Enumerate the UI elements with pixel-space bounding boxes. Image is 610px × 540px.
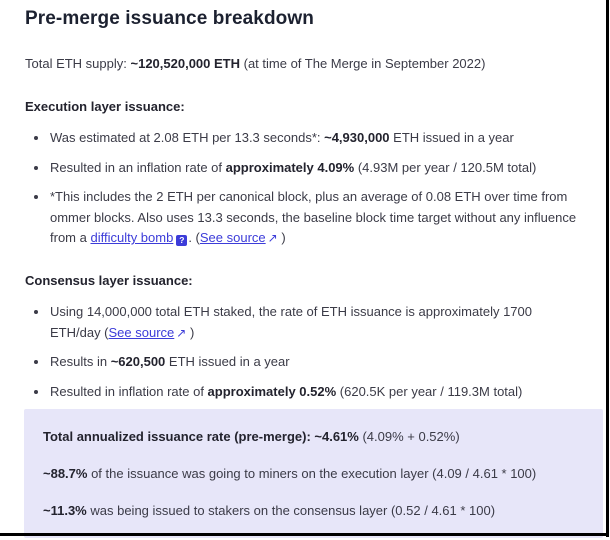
bullet-text: (4.93M per year / 120.5M total) — [354, 159, 537, 175]
supply-value: ~120,520,000 ETH — [130, 56, 241, 71]
bullet-text: *This includes the 2 ETH per canonical b… — [50, 189, 577, 245]
external-link-icon: ↗ — [267, 231, 278, 245]
heading-consensus-layer: Consensus layer issuance: — [25, 272, 193, 288]
screenshot-right-border — [606, 0, 609, 537]
bullet-text: ETH issued in a year — [165, 354, 290, 369]
bullet-text: ) — [186, 324, 195, 340]
glossary-tooltip-icon[interactable]: ? — [176, 234, 188, 246]
bullet-text: Results in — [50, 354, 111, 369]
execution-bullet-3: *This includes the 2 ETH per canonical b… — [49, 187, 585, 249]
summary-line-miners-share: ~88.7% of the issuance was going to mine… — [43, 464, 584, 484]
difficulty-bomb-link[interactable]: difficulty bomb — [90, 230, 174, 245]
summary-bold-value: ~11.3% — [43, 503, 87, 518]
summary-line-total-rate: Total annualized issuance rate (pre-merg… — [43, 427, 584, 447]
see-source-link[interactable]: See source — [199, 230, 266, 245]
bullet-text: Resulted in an inflation rate of — [50, 159, 226, 175]
total-supply-line: Total ETH supply: ~120,520,000 ETH (at t… — [25, 54, 585, 75]
supply-suffix: (at time of The Merge in September 2022) — [240, 56, 486, 71]
consensus-bullet-list: Using 14,000,000 total ETH staked, the r… — [25, 302, 585, 402]
page-title: Pre-merge issuance breakdown — [25, 8, 314, 29]
supply-text: Total ETH supply: — [25, 56, 131, 71]
bullet-text: . ( — [188, 230, 200, 245]
consensus-bullet-2: Results in ~620,500 ETH issued in a year — [49, 352, 585, 373]
consensus-bullet-1: Using 14,000,000 total ETH staked, the r… — [49, 302, 585, 343]
summary-bold-value: Total annualized issuance rate (pre-merg… — [43, 429, 359, 444]
bullet-text: Resulted in inflation rate of — [50, 383, 208, 399]
bullet-text: (620.5K per year / 119.3M total) — [336, 383, 523, 399]
summary-bold-value: ~88.7% — [43, 466, 88, 481]
bullet-text: ) — [277, 230, 286, 245]
screenshot-bottom-border — [0, 533, 609, 536]
consensus-bullet-3: Resulted in inflation rate of approximat… — [49, 382, 585, 403]
bullet-text: Using 14,000,000 total ETH staked, the r… — [50, 304, 532, 340]
bullet-bold-value: approximately 0.52% — [207, 383, 337, 399]
summary-text: was being issued to stakers on the conse… — [86, 503, 496, 518]
external-link-icon: ↗ — [176, 325, 187, 340]
bullet-bold-value: ~4,930,000 — [324, 130, 390, 145]
summary-text: of the issuance was going to miners on t… — [87, 466, 537, 481]
execution-bullet-2: Resulted in an inflation rate of approxi… — [49, 158, 585, 179]
bullet-bold-value: ~620,500 — [110, 354, 166, 369]
summary-highlight-box: Total annualized issuance rate (pre-merg… — [24, 409, 603, 538]
bullet-text: ETH issued in a year — [389, 130, 514, 145]
bullet-text: Was estimated at 2.08 ETH per 13.3 secon… — [50, 130, 325, 145]
execution-bullet-list: Was estimated at 2.08 ETH per 13.3 secon… — [25, 128, 585, 249]
summary-text: (4.09% + 0.52%) — [358, 429, 460, 444]
execution-bullet-1: Was estimated at 2.08 ETH per 13.3 secon… — [49, 128, 585, 149]
bullet-bold-value: approximately 4.09% — [225, 159, 355, 175]
heading-execution-layer: Execution layer issuance: — [25, 98, 185, 114]
see-source-link[interactable]: See source — [108, 324, 175, 340]
summary-line-stakers-share: ~11.3% was being issued to stakers on th… — [43, 501, 584, 521]
